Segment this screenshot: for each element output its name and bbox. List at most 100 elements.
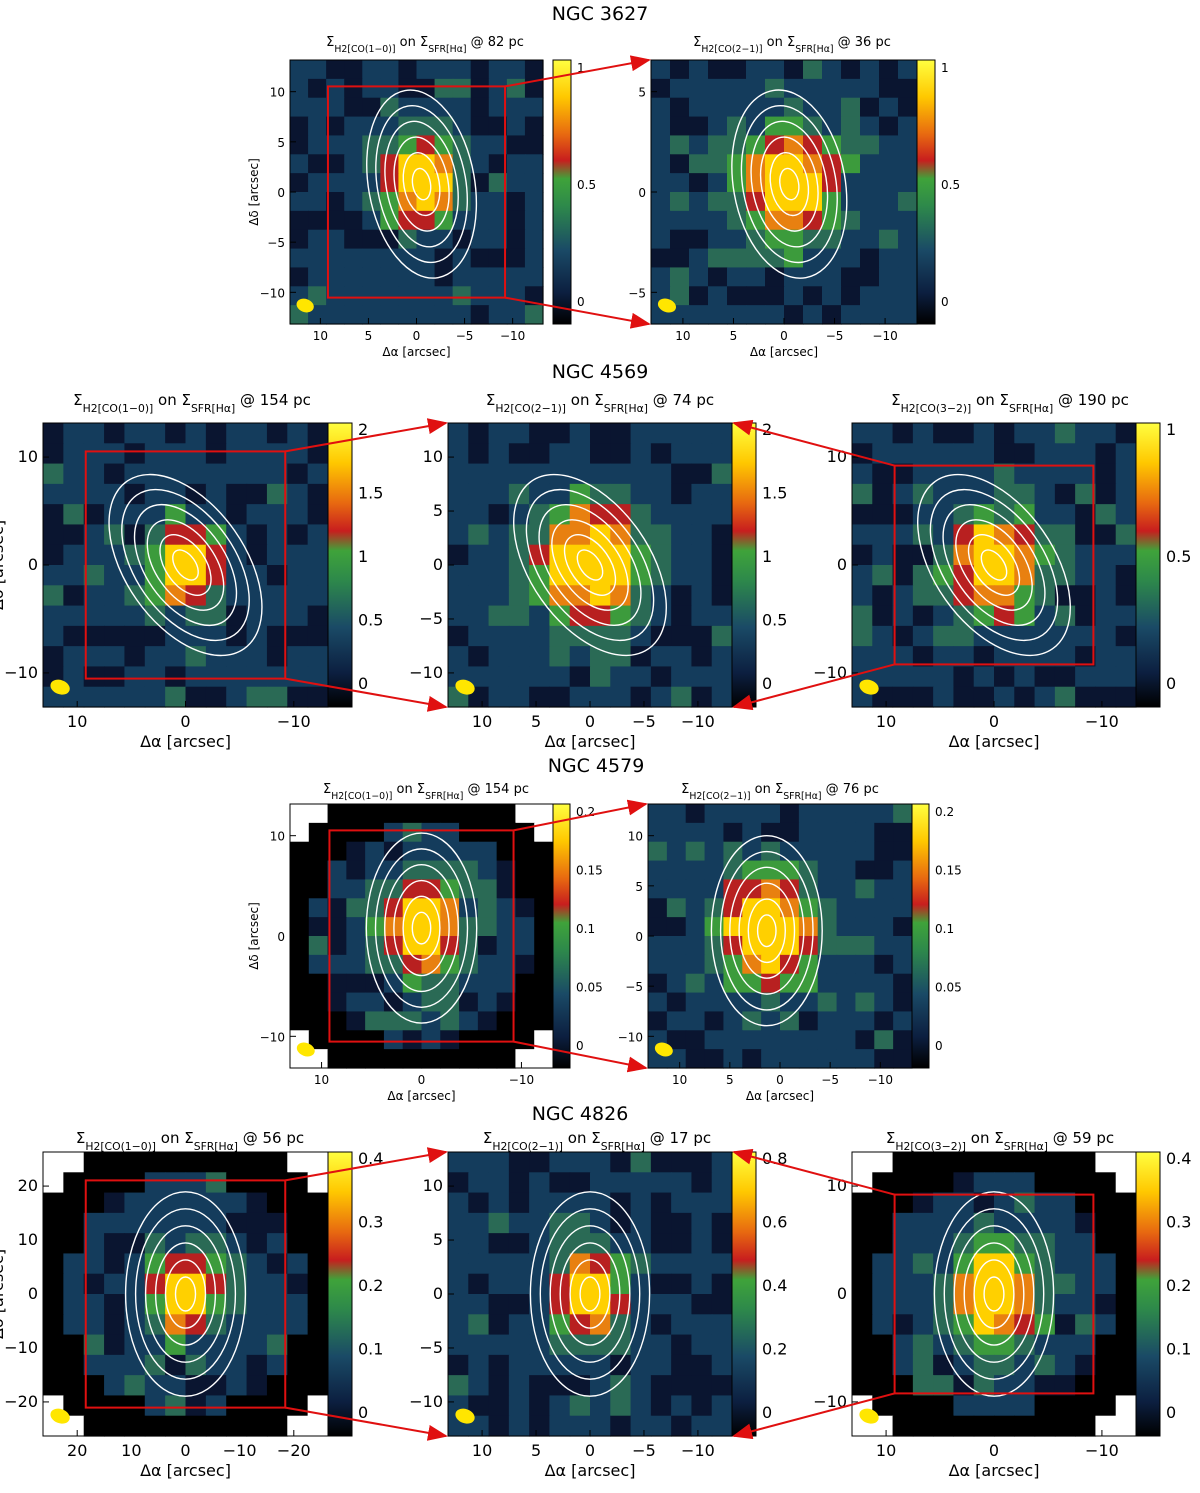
y-tick-label: 10 bbox=[18, 1230, 38, 1249]
heatmap-pixel bbox=[648, 822, 668, 843]
heatmap-pixel bbox=[246, 1314, 268, 1336]
heatmap-pixel bbox=[994, 544, 1015, 566]
heatmap-pixel bbox=[708, 229, 728, 250]
heatmap-pixel bbox=[912, 443, 934, 465]
colorbar-tick-label: 0 bbox=[1166, 674, 1176, 693]
heatmap-pixel bbox=[691, 605, 713, 627]
heatmap-pixel bbox=[590, 544, 611, 566]
heatmap-pixel bbox=[708, 135, 728, 155]
heatmap-pixel bbox=[1095, 524, 1117, 546]
heatmap-pixel bbox=[326, 192, 345, 212]
heatmap-pixel bbox=[590, 1212, 611, 1234]
heatmap-pixel bbox=[416, 97, 436, 118]
heatmap-pixel bbox=[893, 898, 913, 918]
y-tick-label: −5 bbox=[267, 236, 285, 250]
heatmap-pixel bbox=[742, 936, 762, 956]
heatmap-pixel bbox=[307, 565, 329, 586]
heatmap-pixel bbox=[144, 625, 166, 647]
heatmap-pixel bbox=[879, 60, 899, 80]
heatmap-pixel bbox=[440, 1049, 460, 1069]
heatmap-pixel bbox=[287, 1375, 309, 1397]
heatmap-pixel bbox=[893, 860, 913, 881]
heatmap-pixel bbox=[689, 97, 709, 118]
heatmap-pixel bbox=[784, 173, 804, 193]
heatmap-pixel bbox=[549, 1354, 571, 1376]
heatmap-pixel bbox=[362, 267, 381, 287]
heatmap-pixel bbox=[307, 666, 329, 688]
heatmap-pixel bbox=[290, 879, 310, 899]
heatmap-pixel bbox=[63, 625, 85, 647]
heatmap-pixel bbox=[994, 443, 1015, 465]
heatmap-pixel bbox=[691, 1192, 713, 1214]
heatmap-pixel bbox=[784, 286, 804, 306]
heatmap-pixel bbox=[1054, 1192, 1076, 1214]
heatmap-pixel bbox=[308, 898, 329, 918]
heatmap-pixel bbox=[1075, 1415, 1097, 1437]
heatmap-pixel bbox=[953, 483, 975, 505]
heatmap-pixel bbox=[477, 860, 498, 881]
heatmap-pixel bbox=[569, 585, 591, 607]
heatmap-pixel bbox=[872, 1233, 894, 1255]
heatmap-pixel bbox=[144, 423, 166, 444]
heatmap-pixel bbox=[534, 1049, 554, 1069]
heatmap-pixel bbox=[226, 504, 248, 526]
heatmap-pixel bbox=[723, 1011, 743, 1031]
heatmap-pixel bbox=[290, 992, 310, 1013]
heatmap-pixel bbox=[852, 1273, 873, 1295]
heatmap-pixel bbox=[852, 544, 873, 566]
heatmap-pixel bbox=[43, 585, 64, 607]
heatmap-pixel bbox=[529, 1233, 551, 1255]
heatmap-pixel bbox=[83, 666, 105, 688]
heatmap-pixel bbox=[1075, 585, 1097, 607]
heatmap-pixel bbox=[534, 841, 554, 862]
heatmap-pixel bbox=[892, 1192, 914, 1214]
beam-ellipse bbox=[296, 298, 314, 313]
heatmap-pixel bbox=[365, 822, 385, 843]
heatmap-pixel bbox=[610, 666, 632, 688]
sfr-contour bbox=[750, 120, 829, 248]
heatmap-pixel bbox=[994, 1314, 1015, 1336]
heatmap-pixel bbox=[689, 286, 709, 306]
heatmap-pixel bbox=[1034, 1192, 1056, 1214]
heatmap-pixel bbox=[650, 1395, 672, 1417]
heatmap-pixel bbox=[266, 1152, 288, 1173]
heatmap-pixel bbox=[1075, 1294, 1097, 1315]
heatmap-pixel bbox=[524, 173, 544, 193]
heatmap-pixel bbox=[185, 443, 207, 465]
heatmap-pixel bbox=[765, 248, 785, 269]
heatmap-pixel bbox=[879, 229, 899, 250]
heatmap-pixel bbox=[165, 1395, 187, 1417]
heatmap-pixel bbox=[691, 1314, 713, 1336]
heatmap-pixel bbox=[43, 1172, 64, 1194]
heatmap-pixel bbox=[287, 1172, 309, 1194]
heatmap-pixel bbox=[506, 116, 526, 137]
heatmap-pixel bbox=[872, 1354, 894, 1376]
colorbar bbox=[731, 422, 757, 708]
beam-ellipse bbox=[859, 1408, 879, 1424]
heatmap-pixel bbox=[524, 267, 544, 287]
heatmap-pixel bbox=[817, 973, 838, 994]
heatmap-pixel bbox=[852, 565, 873, 586]
heatmap-pixel bbox=[973, 544, 995, 566]
heatmap-pixel bbox=[912, 1415, 934, 1437]
colorbar-tick-label: 0 bbox=[576, 1039, 584, 1053]
heatmap-pixel bbox=[246, 1354, 268, 1376]
heatmap-pixel bbox=[416, 135, 436, 155]
heatmap-pixel bbox=[421, 898, 441, 918]
heatmap-pixel bbox=[459, 1030, 479, 1050]
heatmap-pixel bbox=[841, 154, 861, 174]
heatmap-pixel bbox=[892, 1314, 914, 1336]
heatmap-pixel bbox=[892, 1152, 914, 1173]
heatmap-pixel bbox=[872, 1334, 894, 1356]
heatmap-pixel bbox=[416, 192, 436, 212]
heatmap-pixel bbox=[569, 686, 591, 708]
heatmap-pixel bbox=[727, 267, 747, 287]
heatmap-pixel bbox=[308, 60, 327, 80]
heatmap-pixel bbox=[205, 1192, 227, 1214]
colorbar-tick-label: 0.15 bbox=[935, 864, 962, 878]
heatmap-pixel bbox=[383, 1011, 404, 1031]
heatmap-pixel bbox=[246, 504, 268, 526]
heatmap-pixel bbox=[290, 135, 309, 155]
heatmap-pixel bbox=[872, 646, 894, 668]
